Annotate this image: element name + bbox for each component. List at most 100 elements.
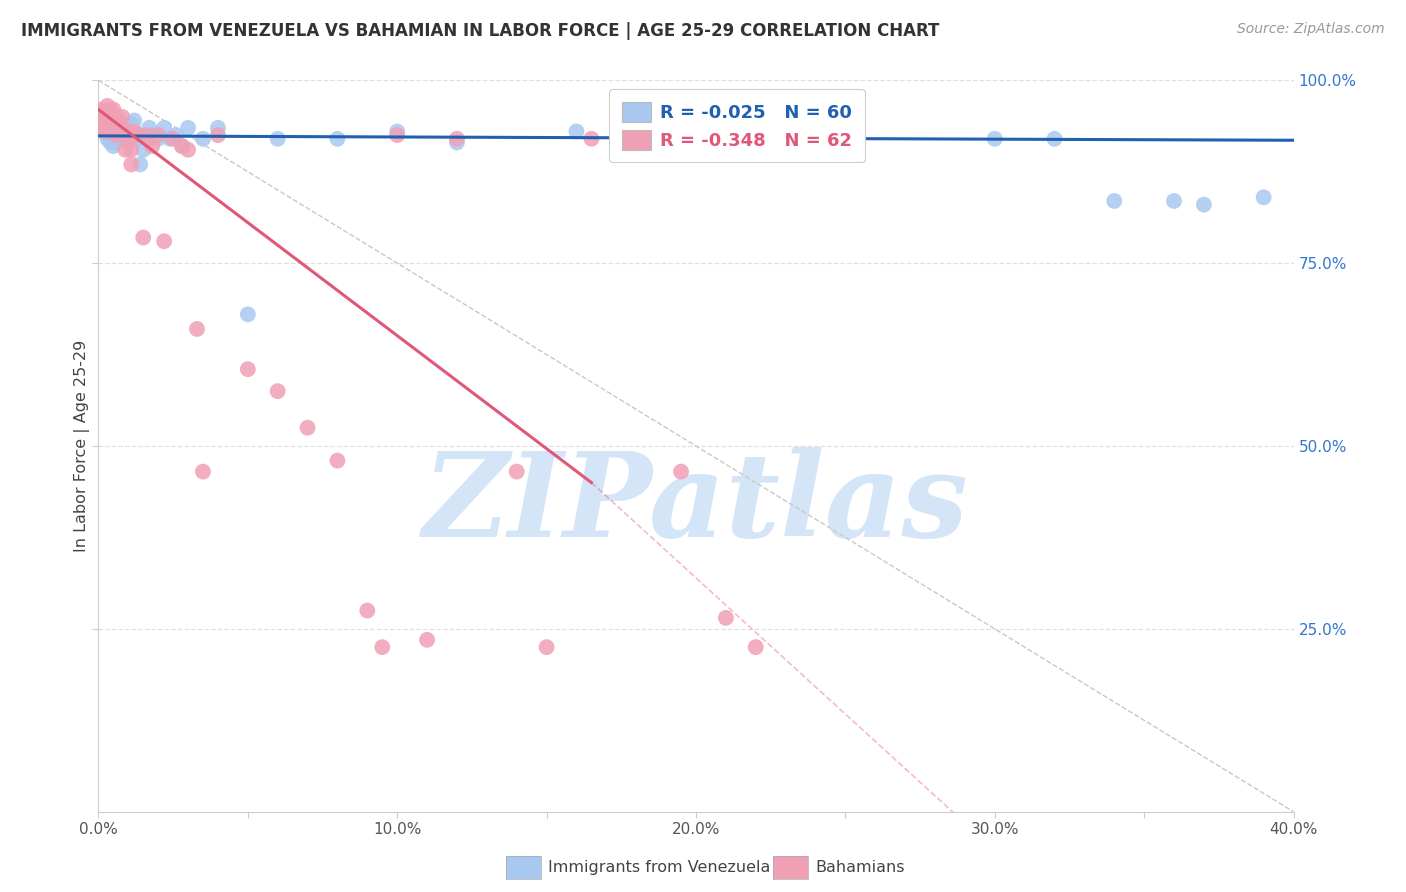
Point	[267, 384, 290, 399]
Text: ZIPatlas: ZIPatlas	[423, 447, 969, 562]
Point	[93, 113, 115, 128]
Point	[356, 603, 378, 617]
Point	[96, 124, 118, 138]
Point	[105, 113, 128, 128]
Point	[103, 139, 125, 153]
Point	[124, 124, 146, 138]
Point	[96, 113, 118, 128]
Point	[100, 117, 122, 131]
Point	[172, 139, 194, 153]
Point	[108, 132, 131, 146]
Point	[90, 120, 112, 135]
Point	[90, 117, 112, 131]
Point	[117, 124, 139, 138]
Point	[135, 128, 157, 143]
Legend: R = -0.025   N = 60, R = -0.348   N = 62: R = -0.025 N = 60, R = -0.348 N = 62	[609, 89, 865, 162]
Point	[103, 124, 125, 138]
Point	[132, 230, 155, 244]
Point	[103, 113, 125, 128]
Point	[103, 132, 125, 146]
Point	[172, 139, 194, 153]
Point	[103, 117, 125, 131]
Point	[207, 120, 229, 135]
Point	[93, 124, 115, 138]
Text: IMMIGRANTS FROM VENEZUELA VS BAHAMIAN IN LABOR FORCE | AGE 25-29 CORRELATION CHA: IMMIGRANTS FROM VENEZUELA VS BAHAMIAN IN…	[21, 22, 939, 40]
Point	[93, 120, 115, 135]
Point	[120, 117, 142, 131]
Point	[177, 143, 200, 157]
Point	[111, 124, 134, 138]
Point	[103, 103, 125, 117]
Point	[120, 143, 142, 157]
Point	[103, 120, 125, 135]
Point	[120, 157, 142, 171]
Point	[135, 132, 157, 146]
Point	[177, 120, 200, 135]
Point	[165, 128, 187, 143]
Point	[1104, 194, 1126, 208]
Point	[117, 124, 139, 138]
Point	[117, 132, 139, 146]
Point	[93, 124, 115, 138]
Point	[96, 124, 118, 138]
Point	[138, 132, 160, 146]
Point	[138, 120, 160, 135]
Point	[93, 106, 115, 120]
Y-axis label: In Labor Force | Age 25-29: In Labor Force | Age 25-29	[73, 340, 90, 552]
Point	[105, 120, 128, 135]
Point	[148, 132, 170, 146]
Point	[127, 128, 149, 143]
Point	[1192, 197, 1215, 211]
Point	[90, 110, 112, 124]
Point	[141, 128, 163, 143]
Point	[124, 113, 146, 128]
Point	[141, 139, 163, 153]
Point	[108, 124, 131, 138]
Point	[108, 117, 131, 131]
Point	[236, 362, 259, 376]
Point	[326, 453, 349, 467]
Point	[669, 465, 692, 479]
Point	[446, 132, 468, 146]
Point	[1163, 194, 1185, 208]
Point	[111, 117, 134, 131]
Point	[111, 110, 134, 124]
Point	[191, 465, 214, 479]
Point	[626, 132, 648, 146]
Point	[565, 124, 588, 138]
Point	[581, 132, 603, 146]
Point	[90, 117, 112, 131]
Point	[416, 632, 439, 647]
Point	[100, 120, 122, 135]
Point	[96, 113, 118, 128]
Point	[96, 120, 118, 135]
Point	[93, 110, 115, 124]
Text: Source: ZipAtlas.com: Source: ZipAtlas.com	[1237, 22, 1385, 37]
Point	[132, 143, 155, 157]
Point	[114, 132, 136, 146]
Point	[93, 117, 115, 131]
Point	[108, 120, 131, 135]
Point	[90, 103, 112, 117]
Point	[984, 132, 1007, 146]
Point	[536, 640, 558, 655]
Point	[100, 128, 122, 143]
Point	[105, 110, 128, 124]
Point	[117, 136, 139, 150]
Point	[153, 234, 176, 248]
Text: Immigrants from Venezuela: Immigrants from Venezuela	[548, 861, 770, 875]
Point	[714, 611, 737, 625]
Point	[148, 128, 170, 143]
Point	[105, 124, 128, 138]
Point	[96, 132, 118, 146]
Point	[100, 103, 122, 117]
Point	[1253, 190, 1275, 204]
Point	[186, 322, 208, 336]
Point	[114, 143, 136, 157]
Point	[745, 640, 768, 655]
Point	[191, 132, 214, 146]
Point	[834, 124, 856, 138]
Point	[100, 136, 122, 150]
Point	[685, 132, 707, 146]
Point	[326, 132, 349, 146]
